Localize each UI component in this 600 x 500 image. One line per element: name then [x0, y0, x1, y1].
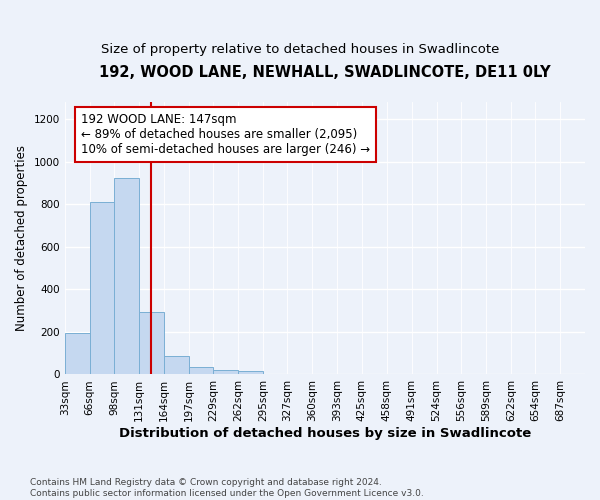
- Bar: [238, 372, 263, 374]
- Y-axis label: Number of detached properties: Number of detached properties: [15, 145, 28, 331]
- Bar: [65, 333, 89, 374]
- X-axis label: Distribution of detached houses by size in Swadlincote: Distribution of detached houses by size …: [119, 427, 531, 440]
- Bar: [164, 356, 189, 374]
- Bar: [189, 366, 213, 374]
- Text: Contains HM Land Registry data © Crown copyright and database right 2024.
Contai: Contains HM Land Registry data © Crown c…: [30, 478, 424, 498]
- Bar: [114, 178, 139, 374]
- Bar: [213, 370, 238, 374]
- Bar: [139, 312, 164, 374]
- Bar: [89, 202, 114, 374]
- Title: 192, WOOD LANE, NEWHALL, SWADLINCOTE, DE11 0LY: 192, WOOD LANE, NEWHALL, SWADLINCOTE, DE…: [99, 65, 551, 80]
- Text: 192 WOOD LANE: 147sqm
← 89% of detached houses are smaller (2,095)
10% of semi-d: 192 WOOD LANE: 147sqm ← 89% of detached …: [82, 112, 370, 156]
- Text: Size of property relative to detached houses in Swadlincote: Size of property relative to detached ho…: [101, 42, 499, 56]
